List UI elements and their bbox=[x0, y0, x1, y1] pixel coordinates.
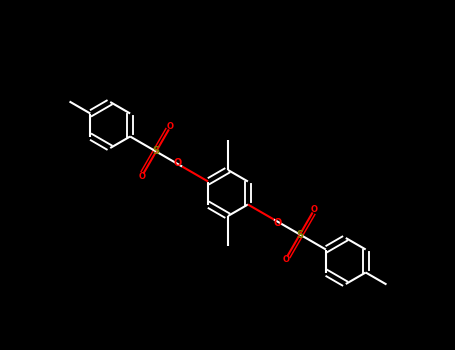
Text: O: O bbox=[167, 122, 174, 131]
Text: O: O bbox=[174, 159, 182, 168]
Text: O: O bbox=[282, 255, 289, 264]
Text: O: O bbox=[274, 217, 282, 228]
Text: O: O bbox=[138, 172, 145, 181]
Text: S: S bbox=[152, 147, 160, 156]
Text: S: S bbox=[296, 230, 303, 239]
Text: O: O bbox=[311, 205, 318, 214]
